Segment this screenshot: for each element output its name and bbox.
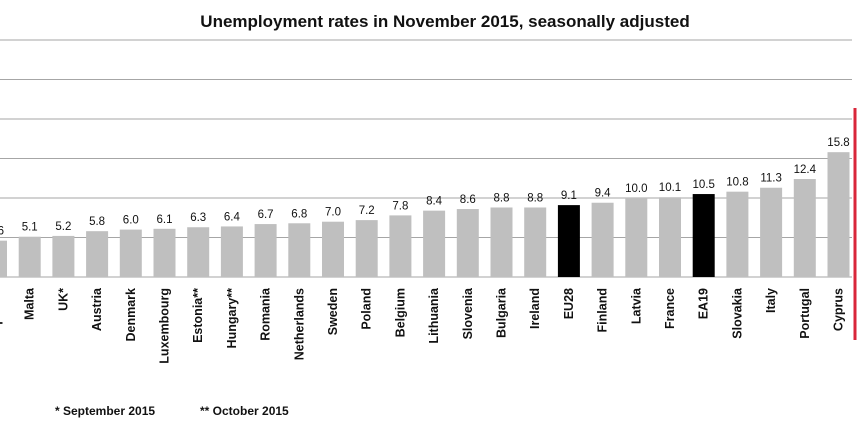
value-label: 11.3 [760, 173, 782, 185]
value-label: 10.8 [726, 177, 748, 189]
x-tick-label: Finland [596, 288, 610, 332]
bar [254, 224, 277, 277]
x-tick-label: Slovenia [461, 287, 475, 339]
bar [0, 240, 7, 277]
x-tick-label: Slovakia [730, 287, 744, 339]
bar [86, 231, 109, 277]
bar [119, 229, 142, 277]
value-label: 9.4 [595, 188, 612, 200]
value-label: 10.1 [659, 182, 681, 194]
value-label: 6.3 [190, 212, 206, 224]
bar [456, 209, 479, 277]
bar [187, 227, 210, 277]
bar [490, 207, 513, 277]
x-tick-label: Estonia** [191, 288, 205, 343]
x-tick-label: Luxembourg [158, 288, 172, 364]
x-tick-label: Denmark [124, 288, 138, 342]
value-label: 6.0 [123, 215, 139, 227]
x-tick-label: Ireland [528, 288, 542, 329]
x-tick-label: Cyprus [832, 288, 846, 331]
x-tick-label: Romania [259, 287, 273, 341]
bar [389, 215, 412, 277]
value-label: 6.1 [157, 214, 173, 226]
value-label: 10.0 [625, 183, 647, 195]
value-label: 9.1 [561, 190, 577, 202]
bar [524, 207, 547, 277]
bar [625, 198, 648, 277]
value-label: 8.4 [426, 196, 443, 208]
x-tick-label: EU28 [562, 288, 576, 319]
bar [659, 197, 681, 277]
footnote: ** October 2015 [200, 404, 289, 418]
x-tick-label: Italy [764, 288, 778, 313]
bar [760, 187, 783, 277]
bar [827, 152, 850, 277]
x-tick-label: Lithuania [427, 287, 441, 344]
chart-title: Unemployment rates in November 2015, sea… [200, 12, 689, 31]
value-label: 8.8 [494, 192, 510, 204]
bar [220, 226, 243, 277]
value-label: 5.1 [22, 222, 38, 234]
bar [288, 223, 311, 277]
value-label: 15.8 [827, 137, 849, 149]
x-tick-label: Bulgaria [495, 287, 509, 338]
bar [726, 191, 749, 277]
value-label: 8.8 [527, 192, 543, 204]
value-label: 6.7 [258, 209, 274, 221]
bar [18, 236, 41, 277]
bar [793, 179, 816, 277]
bar [355, 220, 378, 277]
bar [52, 235, 75, 277]
value-label: 10.5 [693, 179, 715, 191]
bar [153, 228, 176, 277]
value-label: 6.4 [224, 211, 241, 223]
value-label: 6.8 [291, 208, 307, 220]
value-label: 7.0 [325, 207, 341, 219]
x-tick-label: Austria [90, 287, 104, 331]
x-tick-label: Czech Republic [0, 288, 3, 381]
x-tick-label: France [663, 288, 677, 329]
value-label: 7.8 [392, 200, 408, 212]
value-label: 12.4 [794, 164, 817, 176]
x-tick-label: Hungary** [225, 288, 239, 349]
footnote: * September 2015 [55, 404, 155, 418]
bar [591, 202, 614, 277]
bar [423, 210, 446, 277]
value-label: 4.6 [0, 226, 4, 238]
x-tick-label: Latvia [629, 287, 643, 324]
x-tick-label: Netherlands [292, 288, 306, 360]
bar [557, 205, 580, 277]
value-label: 7.2 [359, 205, 375, 217]
value-label: 5.2 [55, 221, 71, 233]
x-tick-label: EA19 [697, 288, 711, 319]
bar [322, 221, 344, 277]
value-label: 5.8 [89, 216, 105, 228]
value-label: 8.6 [460, 194, 476, 206]
x-tick-label: Malta [23, 287, 37, 320]
x-tick-label: Poland [360, 288, 374, 330]
x-tick-label: Sweden [326, 288, 340, 335]
x-tick-label: Portugal [798, 288, 812, 339]
bar [692, 194, 715, 277]
x-tick-label: UK* [56, 288, 70, 311]
x-tick-label: Belgium [393, 288, 407, 337]
